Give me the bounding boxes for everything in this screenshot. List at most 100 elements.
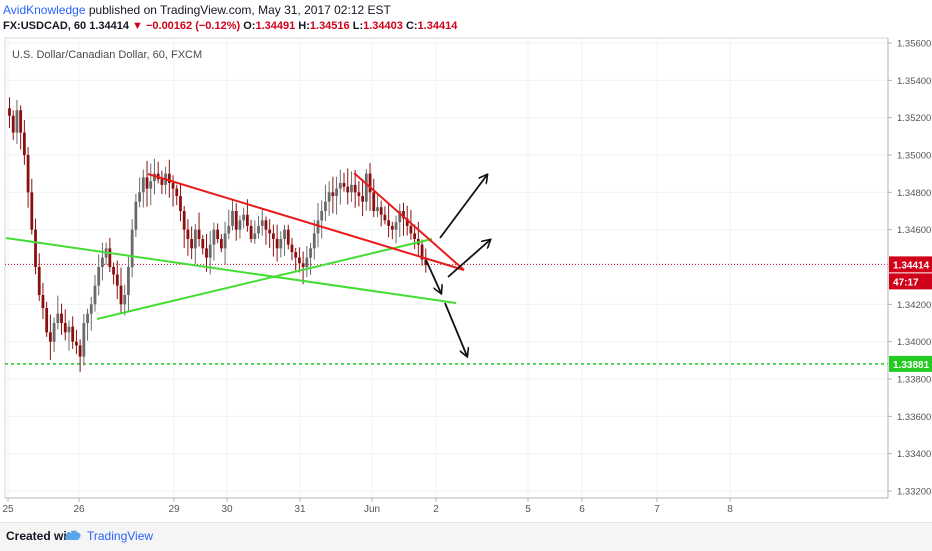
candle-body [372, 192, 376, 211]
plot-area [4, 37, 889, 499]
candle-body [145, 177, 149, 189]
time-tick-label: 26 [73, 504, 85, 515]
candle-body [398, 211, 402, 223]
time-tick-label: 31 [294, 504, 306, 515]
price-tick-label: 1.35000 [897, 151, 931, 162]
candle-body [309, 248, 312, 258]
candle-body [249, 225, 253, 239]
candle-body [130, 229, 134, 267]
candle-body [231, 211, 234, 226]
candle-body [294, 252, 298, 258]
candle-body [253, 233, 257, 239]
price-chart[interactable]: U.S. Dollar/Canadian Dollar, 60, FXCM 1.… [0, 0, 932, 522]
candle-body [257, 225, 260, 234]
candle-body [127, 267, 130, 295]
price-tick-label: 1.33400 [897, 449, 931, 460]
candle-body [286, 229, 290, 245]
published-text: published on TradingView.com, May 31, 20… [88, 3, 391, 17]
candle-body [15, 110, 19, 133]
scenario-down-1[interactable] [425, 259, 441, 293]
candle-body [67, 326, 71, 333]
falling-triangle-upper[interactable] [147, 173, 465, 271]
price-tick-label: 1.33800 [897, 375, 931, 386]
candles [8, 97, 428, 372]
candle-body [37, 267, 41, 295]
candle-body [30, 192, 34, 230]
candle-body [175, 188, 179, 197]
candle-body [160, 179, 164, 185]
scenario-down-2[interactable] [444, 302, 467, 356]
candle-body [335, 188, 338, 197]
candle-body [182, 211, 186, 230]
candle-body [134, 201, 138, 230]
candle-body [350, 184, 353, 193]
candle-body [290, 244, 294, 253]
candle-body [193, 229, 197, 249]
candle-body [167, 173, 171, 183]
candle-body [11, 115, 15, 133]
candle-body [342, 183, 346, 187]
candle-body [312, 233, 316, 249]
candle-body [115, 274, 119, 286]
support-price-label: 1.33881 [893, 360, 930, 371]
time-tick-label: 6 [579, 504, 585, 515]
price-tick-label: 1.34000 [897, 337, 931, 348]
candle-body [301, 263, 305, 267]
candle-body [383, 214, 387, 221]
high-value: 1.34516 [309, 20, 350, 32]
drawings[interactable] [5, 172, 490, 356]
grid [5, 38, 888, 498]
candle-body [402, 211, 405, 219]
time-axis[interactable]: 25 26 29 30 31 Jun 2 5 6 7 8 [2, 498, 733, 515]
price-tick-label: 1.34200 [897, 300, 931, 311]
open-value: 1.34491 [255, 20, 296, 32]
candle-body [8, 108, 11, 116]
symbol-label: FX:USDCAD, 60 [3, 20, 87, 32]
candle-body [283, 229, 286, 239]
candle-body [327, 192, 331, 202]
scenario-up-2[interactable] [447, 240, 490, 278]
candle-body [338, 183, 342, 189]
candle-body [405, 218, 409, 226]
candle-body [205, 248, 208, 258]
last-price-label: 1.34414 [893, 260, 930, 271]
price-tick-label: 1.34600 [897, 225, 931, 236]
candle-body [22, 132, 26, 155]
candle-body [279, 239, 283, 249]
footer: Created with TradingView [0, 522, 932, 551]
countdown-label-bg [889, 273, 932, 290]
open-label: O: [243, 20, 256, 32]
high-label: H: [298, 20, 310, 32]
price-tick-label: 1.34800 [897, 188, 931, 199]
candle-body [208, 244, 212, 258]
candle-body [264, 220, 268, 230]
candle-body [201, 239, 205, 249]
price-tick-label: 1.33600 [897, 412, 931, 423]
candle-body [26, 155, 30, 193]
candle-body [275, 239, 279, 249]
candle-body [324, 201, 327, 211]
short-triangle-upper[interactable] [353, 172, 465, 271]
candle-body [78, 345, 82, 357]
candle-body [179, 196, 182, 211]
author-link[interactable]: AvidKnowledge [3, 3, 86, 17]
countdown-label: 47:17 [893, 277, 919, 288]
candle-body [45, 308, 49, 333]
scenario-up-1[interactable] [439, 175, 487, 239]
candle-body [190, 239, 194, 249]
tradingview-brand-link[interactable]: TradingView [87, 529, 154, 543]
candle-body [361, 196, 364, 202]
candle-body [89, 304, 93, 314]
last-price-label-bg [889, 256, 932, 273]
support-trendline[interactable] [5, 237, 457, 304]
rising-trendline[interactable] [96, 238, 433, 320]
candle-body [93, 285, 97, 305]
candle-body [171, 183, 175, 189]
candle-body [413, 233, 417, 239]
time-tick-label: 7 [654, 504, 660, 515]
support-price-label-bg [889, 355, 932, 372]
candle-body [320, 211, 324, 221]
candle-body [227, 225, 231, 234]
candle-body [316, 220, 320, 234]
candle-body [394, 222, 398, 230]
